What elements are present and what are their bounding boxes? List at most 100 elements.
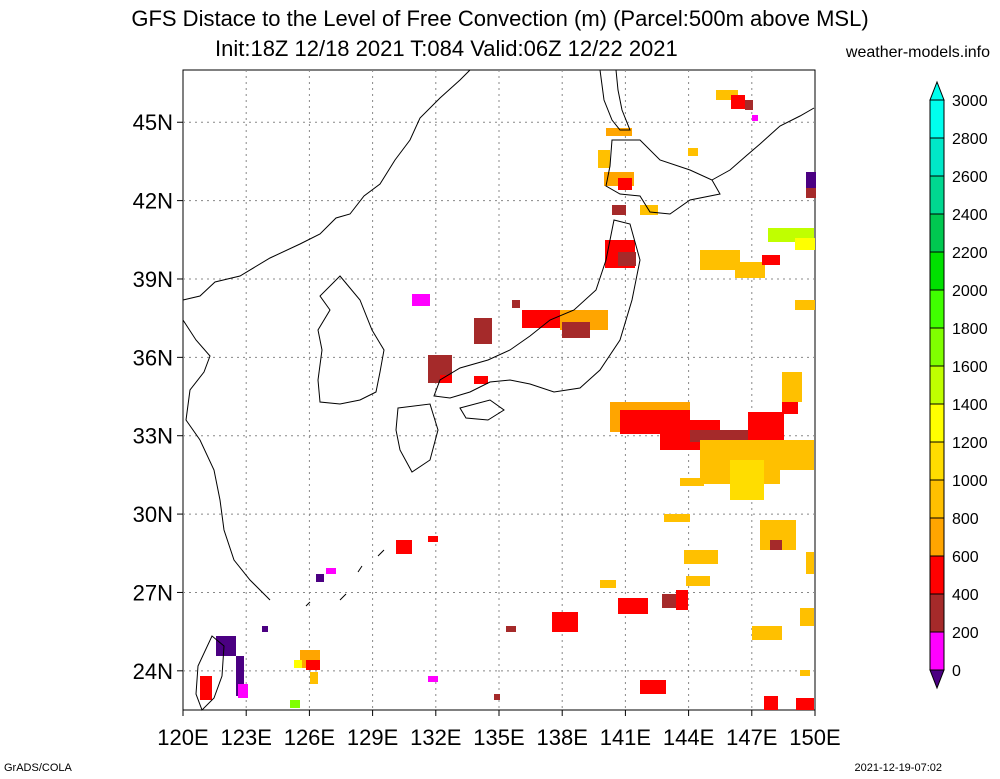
shikoku-coastline: [459, 399, 505, 421]
field-patch: [618, 598, 648, 614]
field-patch: [782, 400, 798, 414]
field-patch: [762, 255, 780, 265]
field-patch: [806, 188, 816, 198]
field-patch: [731, 95, 745, 109]
colorbar-high-arrow: [929, 80, 945, 101]
kuril-islands: [711, 107, 815, 181]
field-patch: [428, 536, 438, 542]
field-patch: [782, 372, 802, 402]
korea-coastline: [317, 275, 385, 405]
field-patch: [795, 300, 815, 310]
field-patch: [262, 626, 268, 632]
lon-tick-label: 132E: [410, 725, 461, 750]
colorbar-level-label: 1600: [952, 359, 988, 376]
field-patch: [700, 250, 740, 270]
lon-tick-label: 135E: [473, 725, 524, 750]
field-patch: [800, 608, 814, 626]
colorbar-level-label: 1400: [952, 397, 988, 414]
colorbar-swatch: [929, 175, 945, 215]
field-patch: [600, 580, 616, 588]
colorbar-level-label: 1800: [952, 321, 988, 338]
coastlines: [182, 69, 815, 711]
lat-tick-label: 42N: [133, 189, 173, 214]
field-patch: [606, 128, 632, 136]
field-patch: [676, 590, 688, 610]
colorbar-level-label: 2600: [952, 169, 988, 186]
field-patch: [640, 680, 666, 694]
ryukyu-islands: [305, 549, 385, 607]
hokkaido-coastline: [605, 139, 721, 215]
china-coastline: [182, 319, 271, 601]
colorbar-swatch: [929, 251, 945, 291]
field-patch: [316, 574, 324, 582]
colorbar-swatch: [929, 289, 945, 329]
lon-tick-labels: 120E 123E 126E 129E 132E 135E 138E 141E 144E 147E…: [157, 710, 841, 750]
field-patch: [512, 300, 520, 308]
sakhalin-coastline: [599, 69, 631, 131]
colorbar-level-label: 800: [952, 511, 979, 528]
lat-tick-label: 27N: [133, 580, 173, 605]
field-patch: [752, 115, 758, 121]
colorbar-level-label: 1000: [952, 473, 988, 490]
field-patch: [748, 412, 784, 442]
field-patch: [474, 318, 492, 344]
colorbar-level-label: 200: [952, 625, 979, 642]
field-patch: [795, 238, 815, 250]
lon-tick-label: 138E: [537, 725, 588, 750]
lat-tick-label: 33N: [133, 424, 173, 449]
lon-tick-label: 123E: [221, 725, 272, 750]
lat-tick-label: 39N: [133, 267, 173, 292]
colorbar-swatch: [929, 403, 945, 443]
lon-tick-label: 144E: [663, 725, 714, 750]
chart-subtitle: Init:18Z 12/18 2021 T:084 Valid:06Z 12/2…: [215, 36, 678, 61]
field-patch: [800, 670, 810, 676]
field-patch: [716, 90, 738, 100]
lat-tick-label: 36N: [133, 345, 173, 370]
field-patch: [745, 100, 753, 110]
taiwan-coastline: [195, 635, 225, 711]
colorbar-level-label: 2400: [952, 207, 988, 224]
field-patch: [494, 694, 500, 700]
field-patch: [680, 478, 704, 486]
field-patch: [752, 626, 782, 640]
field-patch: [552, 612, 578, 632]
lon-tick-label: 141E: [600, 725, 651, 750]
field-patch: [764, 696, 778, 710]
field-patch: [806, 552, 814, 574]
field-patch: [618, 178, 632, 190]
honshu-coastline: [433, 219, 641, 399]
field-patch: [684, 550, 718, 564]
field-patch: [598, 150, 610, 168]
field-patch: [735, 262, 765, 278]
colorbar: 0 200 400 600 800 1000 1200 1400 1600 1800 2000 220…: [929, 80, 988, 690]
field-patch: [770, 540, 782, 550]
footer-credit: GrADS/COLA: [4, 762, 72, 774]
field-patch: [440, 375, 452, 383]
chart-title: GFS Distace to the Level of Free Convect…: [131, 6, 869, 31]
field-patch: [236, 656, 244, 696]
lat-tick-labels: 24N 27N 30N 33N 36N 39N 42N 45N: [133, 110, 183, 684]
lat-tick-label: 24N: [133, 659, 173, 684]
field-patch: [506, 626, 516, 632]
field-patch: [562, 322, 590, 338]
colorbar-level-label: 2200: [952, 245, 988, 262]
colorbar-low-arrow: [929, 669, 945, 690]
field-patch: [688, 148, 698, 156]
field-patch: [612, 205, 626, 215]
field-patch: [474, 376, 488, 384]
field-patch: [290, 700, 300, 708]
mainland-coastline: [182, 69, 471, 301]
colorbar-swatch: [929, 593, 945, 633]
colorbar-swatch: [929, 517, 945, 557]
colorbar-level-label: 2800: [952, 131, 988, 148]
field-patch: [326, 568, 336, 574]
field-patch: [294, 660, 302, 668]
lat-tick-label: 45N: [133, 110, 173, 135]
colorbar-level-label: 1200: [952, 435, 988, 452]
lon-tick-label: 120E: [157, 725, 208, 750]
field-patch: [428, 676, 438, 682]
field-patch: [664, 514, 690, 522]
field-patch: [686, 576, 710, 586]
colorbar-swatch: [929, 327, 945, 367]
